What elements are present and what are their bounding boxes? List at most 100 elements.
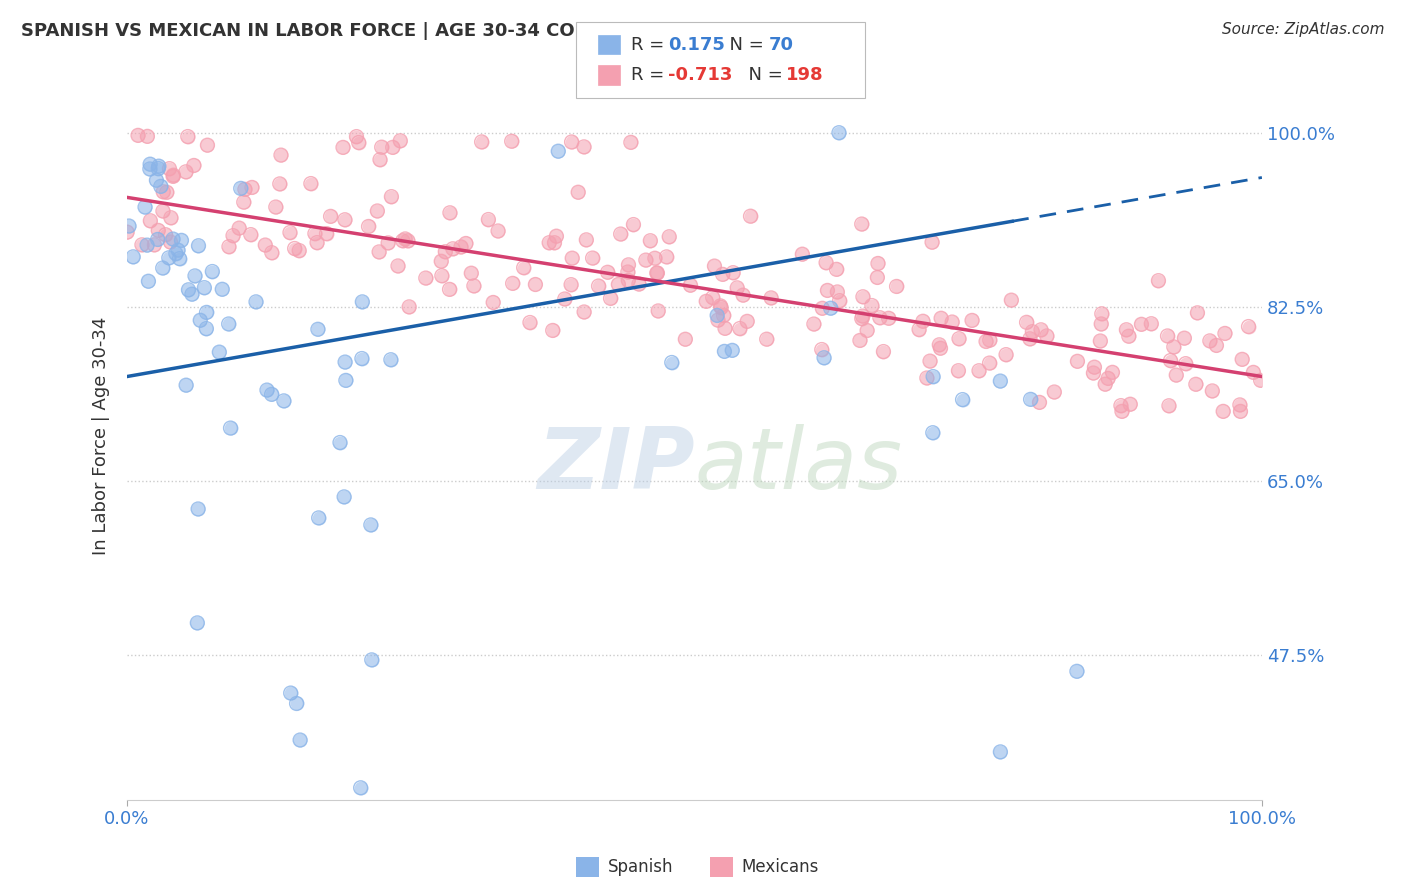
Point — [1187, 306, 1209, 320]
Point — [270, 148, 292, 162]
Point — [136, 238, 159, 252]
Point — [1111, 404, 1133, 418]
Point — [740, 209, 762, 223]
Point — [222, 228, 245, 243]
Point — [1205, 338, 1227, 352]
Point — [187, 238, 209, 252]
Point — [148, 159, 170, 173]
Point — [1043, 384, 1066, 399]
Point — [721, 343, 744, 358]
Point — [219, 421, 242, 435]
Point — [661, 355, 683, 369]
Point — [387, 259, 409, 273]
Point — [1174, 357, 1197, 371]
Point — [486, 224, 509, 238]
Point — [792, 247, 814, 261]
Point — [1066, 665, 1088, 679]
Point — [333, 212, 356, 227]
Point — [346, 129, 368, 144]
Point — [152, 204, 174, 219]
Point — [307, 235, 329, 250]
Point — [430, 268, 453, 283]
Point — [1130, 318, 1153, 332]
Point — [122, 250, 145, 264]
Point — [159, 235, 181, 249]
Text: 0.175: 0.175 — [668, 36, 724, 54]
Point — [817, 284, 839, 298]
Point — [157, 251, 180, 265]
Point — [1091, 307, 1114, 321]
Point — [714, 321, 737, 335]
Point — [709, 299, 731, 313]
Point — [1043, 384, 1066, 399]
Point — [159, 161, 181, 176]
Point — [454, 236, 477, 251]
Point — [482, 295, 505, 310]
Point — [922, 369, 945, 384]
Point — [240, 180, 263, 194]
Point — [803, 317, 825, 331]
Point — [714, 321, 737, 335]
Point — [380, 189, 402, 203]
Point — [218, 240, 240, 254]
Point — [627, 277, 650, 291]
Point — [948, 332, 970, 346]
Point — [1198, 334, 1220, 348]
Point — [828, 293, 851, 308]
Point — [658, 229, 681, 244]
Point — [915, 371, 938, 385]
Point — [288, 244, 311, 258]
Point — [851, 217, 873, 231]
Point — [280, 686, 302, 700]
Point — [1198, 334, 1220, 348]
Point — [1140, 317, 1163, 331]
Point — [810, 343, 832, 357]
Point — [960, 313, 983, 327]
Point — [162, 232, 184, 246]
Point — [948, 364, 970, 378]
Point — [702, 291, 724, 305]
Point — [1090, 334, 1112, 348]
Point — [948, 332, 970, 346]
Point — [647, 266, 669, 280]
Point — [721, 266, 744, 280]
Point — [886, 279, 908, 293]
Point — [501, 134, 523, 148]
Point — [703, 259, 725, 273]
Point — [139, 157, 162, 171]
Point — [921, 425, 943, 440]
Point — [139, 161, 162, 176]
Point — [706, 309, 728, 323]
Point — [396, 234, 419, 248]
Point — [360, 653, 382, 667]
Point — [1094, 377, 1116, 392]
Point — [152, 185, 174, 199]
Point — [1140, 317, 1163, 331]
Point — [169, 252, 191, 266]
Point — [634, 253, 657, 268]
Point — [588, 279, 610, 293]
Point — [218, 317, 240, 331]
Point — [332, 140, 354, 154]
Point — [366, 204, 388, 219]
Point — [922, 369, 945, 384]
Point — [315, 227, 337, 241]
Point — [381, 140, 404, 154]
Point — [803, 317, 825, 331]
Point — [269, 177, 291, 191]
Point — [733, 288, 755, 302]
Point — [394, 232, 416, 246]
Point — [617, 273, 640, 287]
Point — [195, 305, 218, 319]
Point — [115, 225, 138, 239]
Point — [1212, 404, 1234, 418]
Point — [952, 392, 974, 407]
Point — [162, 168, 184, 182]
Point — [1000, 293, 1022, 307]
Point — [131, 237, 153, 252]
Point — [482, 295, 505, 310]
Point — [1019, 332, 1042, 346]
Point — [543, 235, 565, 250]
Point — [979, 333, 1001, 347]
Point — [647, 266, 669, 280]
